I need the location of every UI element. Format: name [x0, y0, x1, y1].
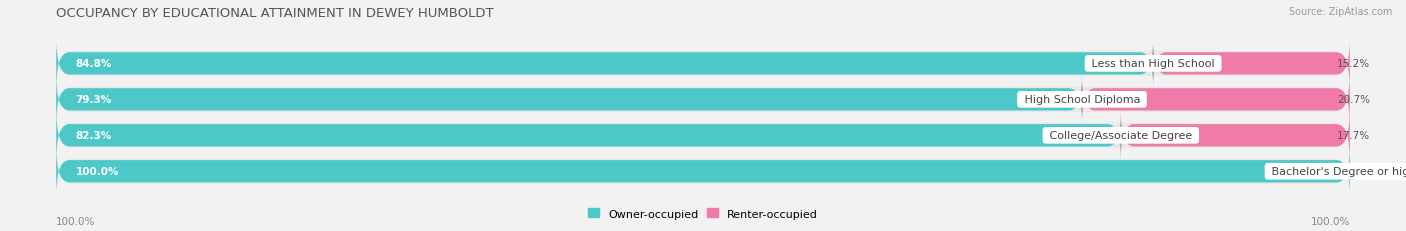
FancyBboxPatch shape [56, 141, 1350, 202]
FancyBboxPatch shape [1153, 40, 1350, 89]
Text: 17.7%: 17.7% [1337, 131, 1369, 141]
Legend: Owner-occupied, Renter-occupied: Owner-occupied, Renter-occupied [583, 204, 823, 223]
Text: OCCUPANCY BY EDUCATIONAL ATTAINMENT IN DEWEY HUMBOLDT: OCCUPANCY BY EDUCATIONAL ATTAINMENT IN D… [56, 7, 494, 20]
Text: 84.8%: 84.8% [76, 59, 112, 69]
Text: 15.2%: 15.2% [1337, 59, 1369, 69]
Text: 20.7%: 20.7% [1337, 95, 1369, 105]
FancyBboxPatch shape [56, 34, 1350, 94]
FancyBboxPatch shape [56, 105, 1350, 166]
Text: 100.0%: 100.0% [76, 167, 120, 176]
Text: College/Associate Degree: College/Associate Degree [1046, 131, 1195, 141]
FancyBboxPatch shape [56, 40, 1153, 89]
Text: 100.0%: 100.0% [1310, 216, 1350, 226]
FancyBboxPatch shape [1083, 75, 1350, 125]
Text: 79.3%: 79.3% [76, 95, 112, 105]
Text: Less than High School: Less than High School [1088, 59, 1218, 69]
Text: 82.3%: 82.3% [76, 131, 112, 141]
FancyBboxPatch shape [56, 147, 1350, 196]
FancyBboxPatch shape [56, 111, 1121, 160]
FancyBboxPatch shape [56, 75, 1083, 125]
FancyBboxPatch shape [1121, 111, 1350, 160]
Text: High School Diploma: High School Diploma [1021, 95, 1143, 105]
FancyBboxPatch shape [56, 70, 1350, 130]
Text: 100.0%: 100.0% [56, 216, 96, 226]
Text: Bachelor's Degree or higher: Bachelor's Degree or higher [1268, 167, 1406, 176]
Text: 0.0%: 0.0% [1389, 167, 1406, 176]
Text: Source: ZipAtlas.com: Source: ZipAtlas.com [1288, 7, 1392, 17]
